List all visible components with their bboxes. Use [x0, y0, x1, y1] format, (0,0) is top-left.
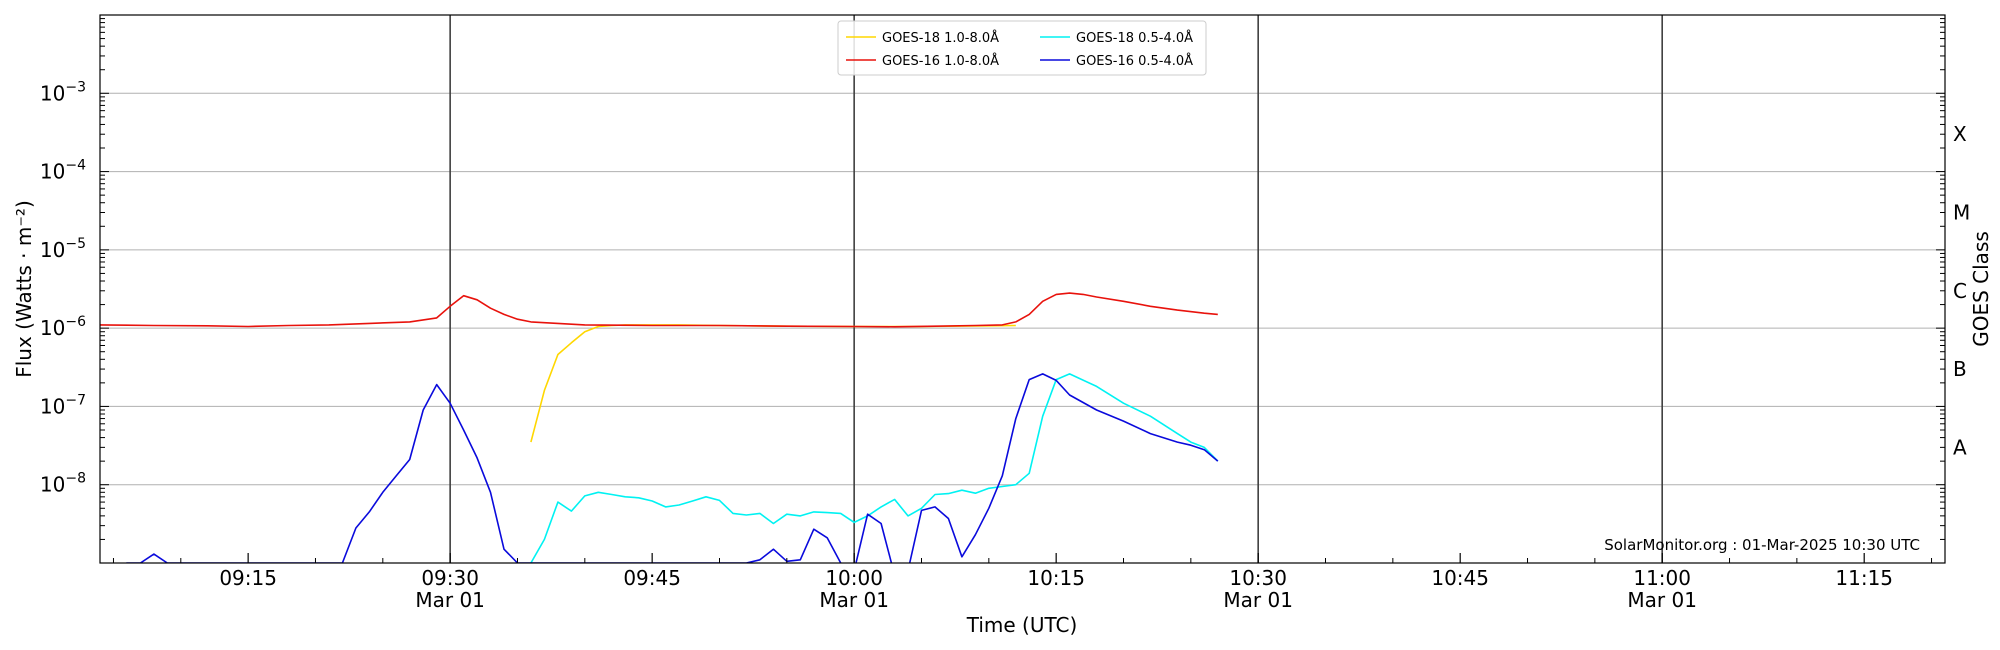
x-tick-label: 10:00: [825, 566, 883, 590]
y-tick-base: 10: [40, 316, 65, 340]
goes-class-labels: A B C M X: [1953, 122, 1970, 459]
x-tick-label: 10:45: [1431, 566, 1489, 590]
series-line: [100, 292, 1218, 328]
goes-class-label: M: [1953, 201, 1970, 225]
grid-layer: [100, 92, 1945, 486]
y2-axis-title: GOES Class: [1969, 231, 1993, 347]
credit-text: SolarMonitor.org : 01-Mar-2025 10:30 UTC: [1604, 536, 1920, 554]
x-tick-label: 09:30: [421, 566, 479, 590]
y-tick-exponent: −3: [65, 79, 86, 95]
x-tick-label: 10:30: [1229, 566, 1287, 590]
x-tick-label: 09:15: [219, 566, 277, 590]
x-tick-label: 11:15: [1835, 566, 1893, 590]
legend-label: GOES-16 0.5-4.0Å: [1076, 53, 1193, 69]
goes-class-label: C: [1953, 279, 1967, 303]
y-tick-base: 10: [40, 238, 65, 262]
x-axis-title: Time (UTC): [966, 613, 1078, 637]
x-tick-date-label: Mar 01: [415, 588, 485, 612]
x-tick-date-label: Mar 01: [1223, 588, 1293, 612]
y-tick-base: 10: [40, 160, 65, 184]
series-line: [125, 373, 1219, 563]
y-tick-exponent: −4: [65, 158, 86, 174]
legend-box: [837, 20, 1207, 76]
y-axis-title: Flux (Watts · m⁻²): [12, 200, 36, 378]
y-tick-exponent: −6: [65, 314, 86, 330]
y-tick-label: 10−4: [40, 158, 86, 184]
series-line: [530, 373, 1219, 563]
goes-class-label: X: [1953, 122, 1967, 146]
y-tick-label: 10−6: [40, 314, 86, 340]
legend: GOES-18 1.0-8.0Å GOES-16 1.0-8.0Å GOES-18 …: [837, 20, 1207, 76]
y-tick-labels: 10−810−710−610−510−410−3: [40, 79, 86, 496]
series-layer: [100, 292, 1219, 563]
goes-class-label: A: [1953, 435, 1967, 459]
y-tick-base: 10: [40, 394, 65, 418]
y-tick-label: 10−3: [40, 79, 86, 105]
y-tick-exponent: −7: [65, 392, 86, 408]
y-tick-exponent: −5: [65, 236, 86, 252]
tick-marks: [100, 18, 1945, 564]
y-tick-base: 10: [40, 81, 65, 105]
y-tick-label: 10−5: [40, 236, 86, 262]
legend-label: GOES-18 1.0-8.0Å: [882, 30, 999, 46]
goes-class-label: B: [1953, 357, 1967, 381]
x-tick-label: 09:45: [623, 566, 681, 590]
x-tick-date-label: Mar 01: [1627, 588, 1697, 612]
x-tick-date-label: Mar 01: [819, 588, 889, 612]
y-tick-label: 10−7: [40, 392, 86, 418]
y-tick-base: 10: [40, 473, 65, 497]
x-tick-label: 10:15: [1027, 566, 1085, 590]
y-tick-label: 10−8: [40, 471, 86, 497]
day-lines: [449, 15, 1663, 563]
legend-label: GOES-18 0.5-4.0Å: [1076, 30, 1193, 46]
y-tick-exponent: −8: [65, 471, 86, 487]
plot-frame: [99, 14, 1946, 564]
x-tick-label: 11:00: [1633, 566, 1691, 590]
legend-label: GOES-16 1.0-8.0Å: [882, 53, 999, 69]
